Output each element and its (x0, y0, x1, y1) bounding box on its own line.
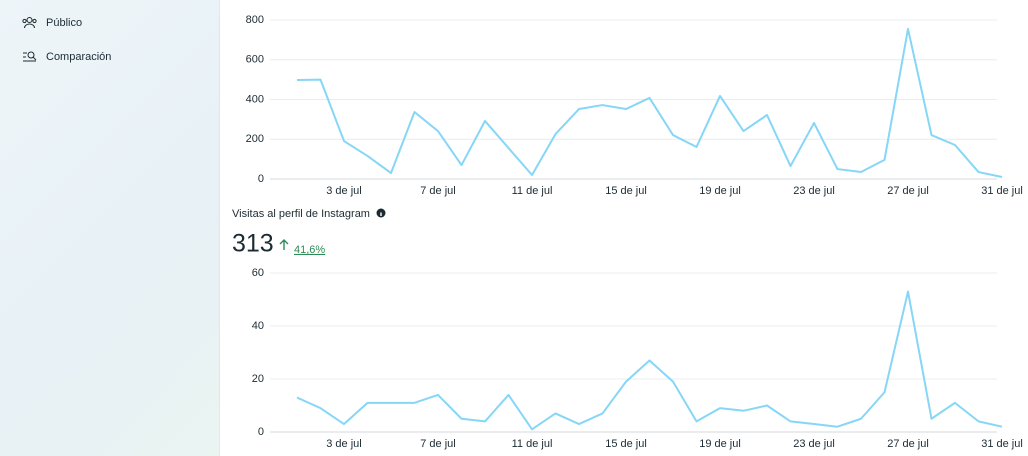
up-arrow (279, 239, 289, 250)
x-tick-label: 15 de jul (605, 438, 647, 450)
headline-value: 313 (232, 230, 274, 258)
x-tick-label: 11 de jul (512, 438, 553, 450)
x-tick-label: 3 de jul (326, 185, 361, 197)
audience-icon (22, 17, 37, 29)
nav-label: Público (46, 17, 83, 29)
info-icon-mark (380, 212, 382, 216)
x-tick-label: 27 de jul (887, 185, 929, 197)
y-tick-label: 800 (246, 14, 264, 26)
x-tick-label: 7 de jul (420, 438, 455, 450)
series-line (296, 27, 1003, 178)
nav-item[interactable]: Comparación (22, 50, 111, 64)
y-tick-label: 600 (246, 54, 264, 66)
y-tick-label: 0 (258, 426, 264, 438)
chart-title: Visitas al perfil de Instagram (232, 208, 370, 220)
y-tick-label: 20 (252, 373, 264, 385)
x-tick-label: 27 de jul (887, 438, 929, 450)
y-tick-label: 200 (246, 133, 264, 145)
x-tick-label: 15 de jul (605, 185, 647, 197)
x-tick-label: 7 de jul (420, 185, 455, 197)
series-line (296, 290, 1003, 431)
nav-label: Comparación (46, 51, 112, 63)
x-tick-label: 11 de jul (512, 185, 553, 197)
y-tick-label: 40 (252, 320, 264, 332)
x-tick-label: 23 de jul (793, 438, 835, 450)
x-tick-label: 19 de jul (699, 185, 741, 197)
change-value: 41,6% (294, 244, 325, 256)
x-tick-label: 3 de jul (326, 438, 361, 450)
sidebar: Público Comparación (0, 0, 220, 456)
x-tick-label: 19 de jul (699, 438, 741, 450)
y-tick-label: 60 (252, 267, 264, 279)
x-tick-label: 31 de jul (981, 438, 1023, 450)
x-tick-label: 23 de jul (793, 185, 835, 197)
nav-item[interactable]: Público (22, 16, 82, 30)
compare-icon (23, 51, 37, 62)
x-tick-label: 31 de jul (981, 185, 1023, 197)
y-tick-label: 400 (246, 93, 264, 105)
y-tick-label: 0 (258, 173, 264, 185)
